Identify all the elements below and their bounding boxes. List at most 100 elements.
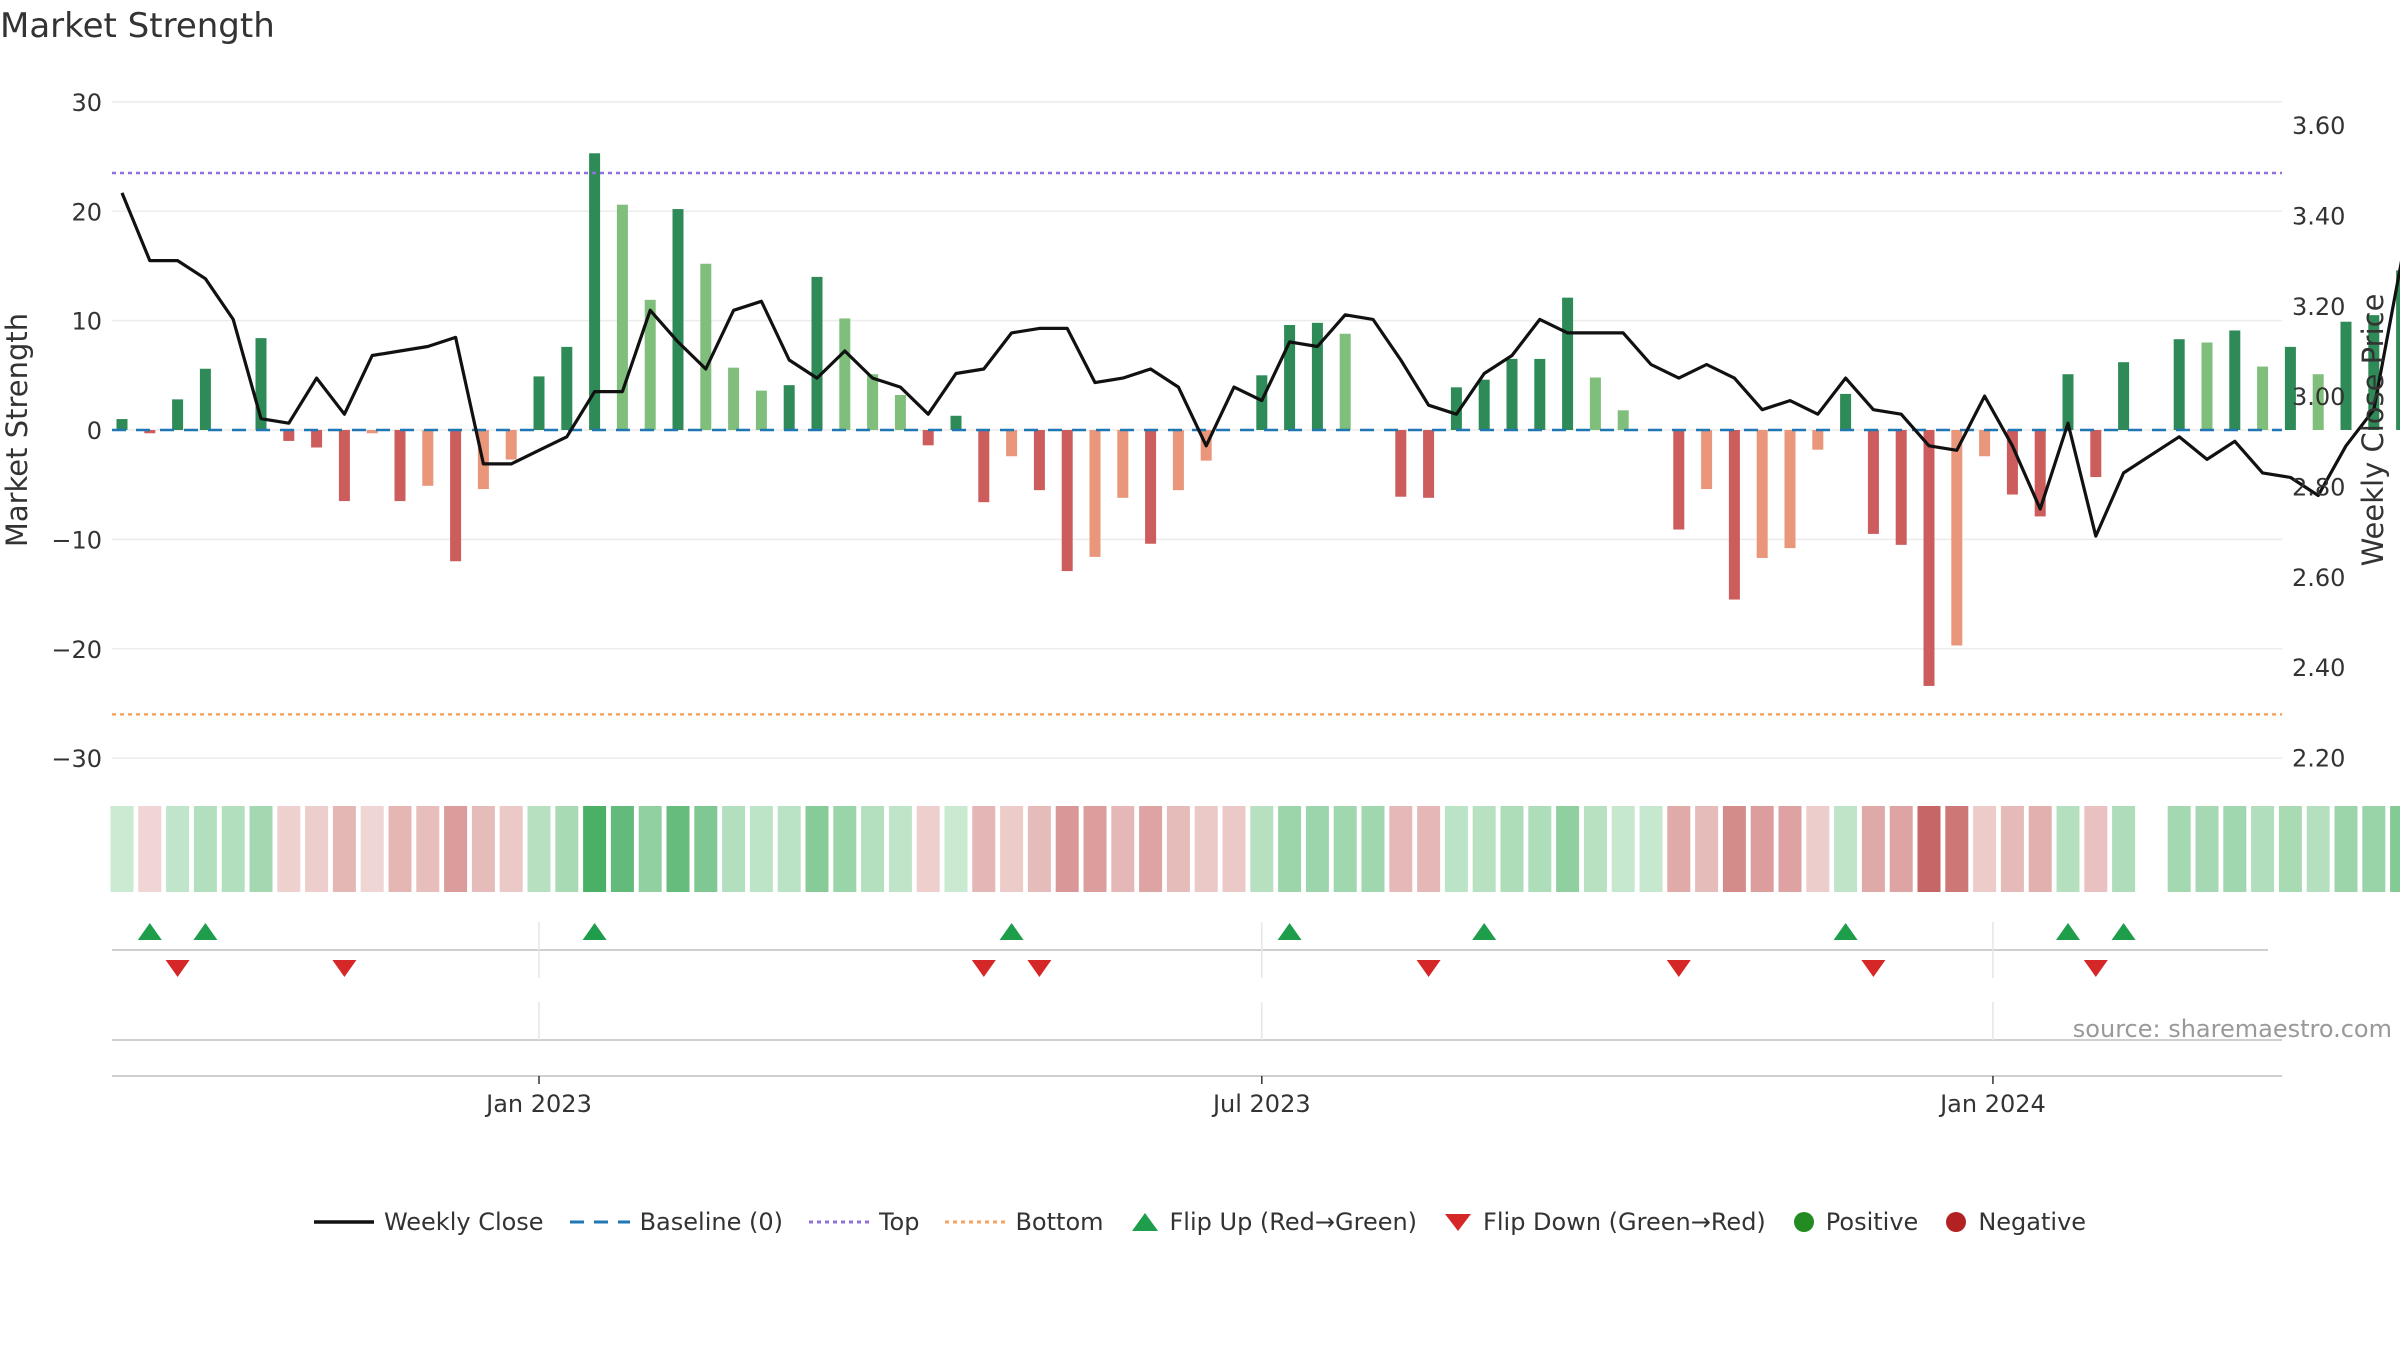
flip-up-marker	[2056, 923, 2080, 940]
heatmap-cell	[2223, 806, 2247, 892]
price-line-layer	[120, 192, 2400, 538]
strength-bar	[978, 430, 990, 503]
red-dot-icon	[1946, 1212, 1967, 1232]
heatmap-cell	[1611, 806, 1635, 892]
triangle-down-icon	[1445, 1214, 1472, 1231]
legend-item-top[interactable]: Top	[808, 1208, 919, 1236]
heatmap-cell	[610, 806, 634, 892]
flip-down-marker	[1416, 960, 1441, 977]
x-tick-label: Jan 2024	[1938, 1090, 2046, 1118]
strength-bar	[950, 415, 962, 430]
strength-bar	[2062, 374, 2074, 430]
strength-bar	[2034, 430, 2046, 517]
strength-bar	[1617, 410, 1629, 430]
legend-item-bottom[interactable]: Bottom	[945, 1208, 1104, 1236]
heatmap-cell	[1806, 806, 1830, 892]
heatmap-cell	[2306, 806, 2330, 892]
heatmap-cell	[1278, 806, 1302, 892]
heatmap-cell	[110, 806, 134, 892]
y-axis-label: Market Strength	[0, 313, 34, 547]
flip-down-marker	[165, 960, 190, 977]
strength-bar	[199, 368, 211, 430]
legend-item-baseline[interactable]: Baseline (0)	[569, 1208, 783, 1236]
strength-bar	[1256, 375, 1268, 430]
flip-down-marker	[1666, 960, 1691, 977]
heatmap-cell	[1333, 806, 1357, 892]
legend-label: Baseline (0)	[639, 1208, 783, 1236]
strength-bar	[1895, 430, 1907, 545]
strength-bar	[922, 430, 934, 446]
y2-tick-label: 3.60	[2292, 112, 2345, 140]
heatmap-cell	[749, 806, 773, 892]
heatmap-cell	[2084, 806, 2108, 892]
strength-bar	[1923, 430, 1935, 686]
legend-item-negative[interactable]: Negative	[1944, 1208, 2086, 1236]
heatmap-cell	[1722, 806, 1746, 892]
heatmap-cell	[972, 806, 996, 892]
legend-label: Negative	[1978, 1208, 2087, 1236]
strength-bar	[2006, 430, 2018, 495]
heatmap-cell	[944, 806, 968, 892]
flip-up-marker	[1833, 923, 1858, 940]
legend-label: Weekly Close	[383, 1208, 544, 1236]
y-tick-label: 30	[71, 89, 102, 117]
y-tick-label: −20	[51, 636, 102, 664]
source-note: source: sharemaestro.com	[2072, 1015, 2392, 1043]
heatmap-cell	[2390, 806, 2400, 892]
heatmap-cell	[1639, 806, 1663, 892]
heatmap-cell	[416, 806, 440, 892]
strength-bar	[2368, 315, 2380, 430]
legend-item-positive[interactable]: Positive	[1792, 1208, 1919, 1236]
strength-bar	[1006, 430, 1018, 457]
heatmap-cell	[1889, 806, 1913, 892]
y2-tick-label: 3.40	[2292, 202, 2345, 230]
strength-bar	[2312, 374, 2324, 430]
bottom-dotted-line-icon	[945, 1220, 1006, 1224]
legend-item-flip-up[interactable]: Flip Up (Red→Green)	[1130, 1208, 1417, 1236]
heatmap-cell	[1250, 806, 1274, 892]
heatmap-cell	[305, 806, 329, 892]
strength-bar	[366, 430, 378, 434]
heatmap-cell	[805, 806, 829, 892]
triangle-up-icon	[1131, 1213, 1158, 1231]
flip-down-marker	[2083, 960, 2108, 977]
strength-bar	[1867, 430, 1879, 534]
heatmap-cell	[555, 806, 579, 892]
y2-tick-label: 2.20	[2292, 744, 2345, 772]
legend-label: Positive	[1825, 1208, 1919, 1236]
flip-up-marker	[193, 923, 218, 940]
heatmap-cell	[1917, 806, 1941, 892]
heatmap-cell	[888, 806, 912, 892]
heatmap-cell	[221, 806, 245, 892]
strength-bar	[2257, 366, 2269, 430]
flip-up-marker	[2111, 923, 2136, 940]
flip-markers-panel	[112, 922, 2282, 1077]
baseline-dash-icon	[569, 1220, 630, 1224]
green-dot-icon	[1793, 1212, 1814, 1232]
strength-bar	[1534, 358, 1546, 430]
y2-tick-label: 3.00	[2292, 383, 2345, 411]
strength-bar	[1673, 430, 1685, 530]
strength-bar	[2173, 339, 2185, 430]
heatmap-cell	[1667, 806, 1691, 892]
heatmap-cell	[694, 806, 718, 892]
strength-bar	[1311, 322, 1323, 430]
heatmap-cell	[444, 806, 468, 892]
strength-bar	[1284, 325, 1296, 430]
x-tick-label: Jul 2023	[1211, 1090, 1311, 1118]
heatmap-cell	[1583, 806, 1607, 892]
heatmap-cell	[1139, 806, 1163, 892]
strength-bar	[644, 299, 656, 430]
heatmap-cell	[2195, 806, 2219, 892]
strength-bar	[338, 430, 350, 502]
strength-bars	[116, 153, 2400, 686]
heatmap-cell	[1305, 806, 1329, 892]
heatmap-cell	[583, 806, 607, 892]
legend-item-weekly-close[interactable]: Weekly Close	[313, 1208, 544, 1236]
heatmap-cell	[527, 806, 551, 892]
heatmap-cell	[2362, 806, 2386, 892]
legend-item-flip-down[interactable]: Flip Down (Green→Red)	[1443, 1208, 1766, 1236]
heatmap-cell	[1750, 806, 1774, 892]
heatmap-cell	[471, 806, 495, 892]
heatmap-cell	[638, 806, 662, 892]
